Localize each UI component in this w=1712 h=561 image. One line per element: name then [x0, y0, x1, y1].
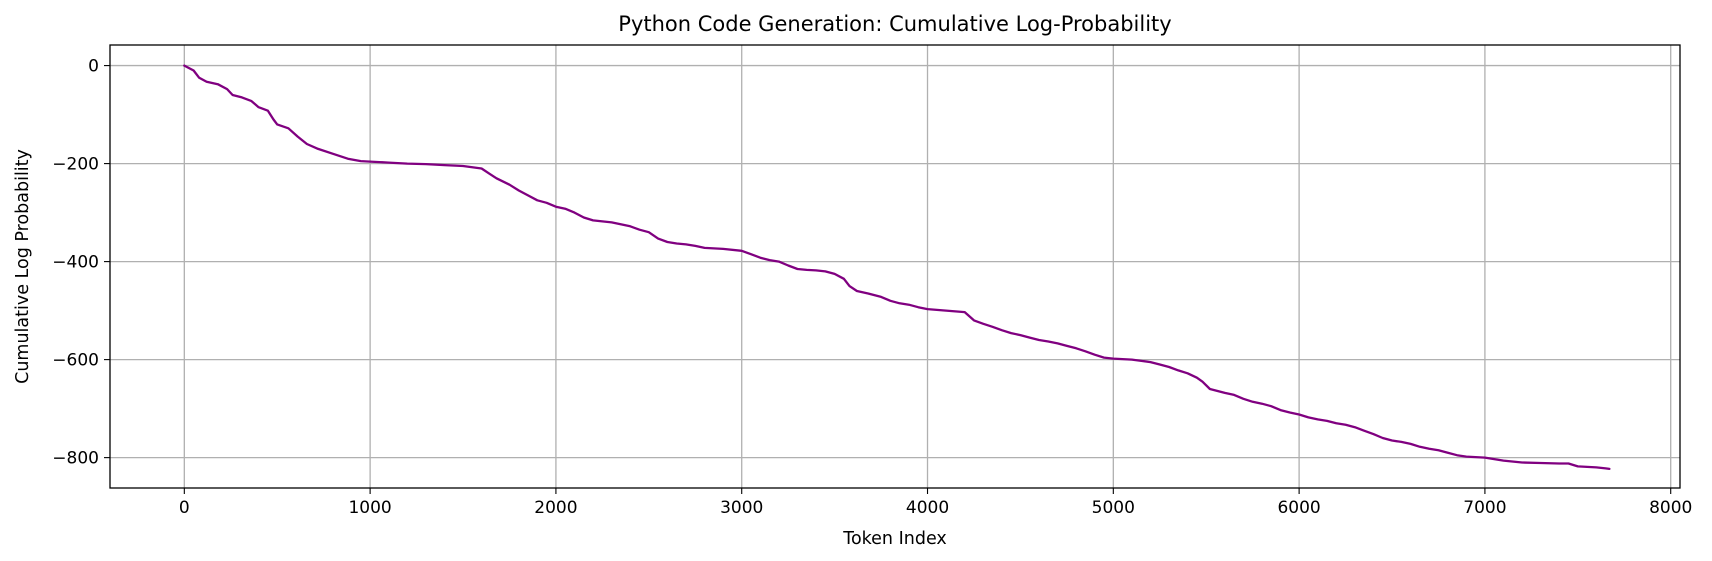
y-tick-label: −800 — [52, 449, 99, 469]
y-tick-label: −600 — [52, 351, 99, 371]
series-layer — [183, 64, 1611, 471]
x-tick-label: 3000 — [720, 498, 763, 518]
gridlines — [110, 45, 1680, 488]
x-axis-ticks: 0 1000 2000 3000 4000 5000 6000 7000 8000 — [179, 488, 1692, 518]
x-tick-label: 8000 — [1649, 498, 1692, 518]
y-tick-label: 0 — [88, 57, 99, 77]
x-axis-label: Token Index — [842, 529, 947, 549]
series-line — [183, 64, 1611, 471]
x-tick-label: 4000 — [906, 498, 949, 518]
y-tick-label: −200 — [52, 155, 99, 175]
x-tick-label: 2000 — [534, 498, 577, 518]
y-tick-label: −400 — [52, 253, 99, 273]
chart-title: Python Code Generation: Cumulative Log-P… — [618, 12, 1171, 36]
x-tick-label: 1000 — [348, 498, 391, 518]
y-axis-label: Cumulative Log Probability — [13, 149, 33, 384]
x-tick-label: 7000 — [1463, 498, 1506, 518]
x-tick-label: 0 — [179, 498, 190, 518]
x-tick-label: 5000 — [1092, 498, 1135, 518]
y-axis-ticks: 0 −200 −400 −600 −800 — [52, 57, 110, 469]
plot-area-frame — [109, 44, 1681, 489]
x-tick-label: 6000 — [1277, 498, 1320, 518]
